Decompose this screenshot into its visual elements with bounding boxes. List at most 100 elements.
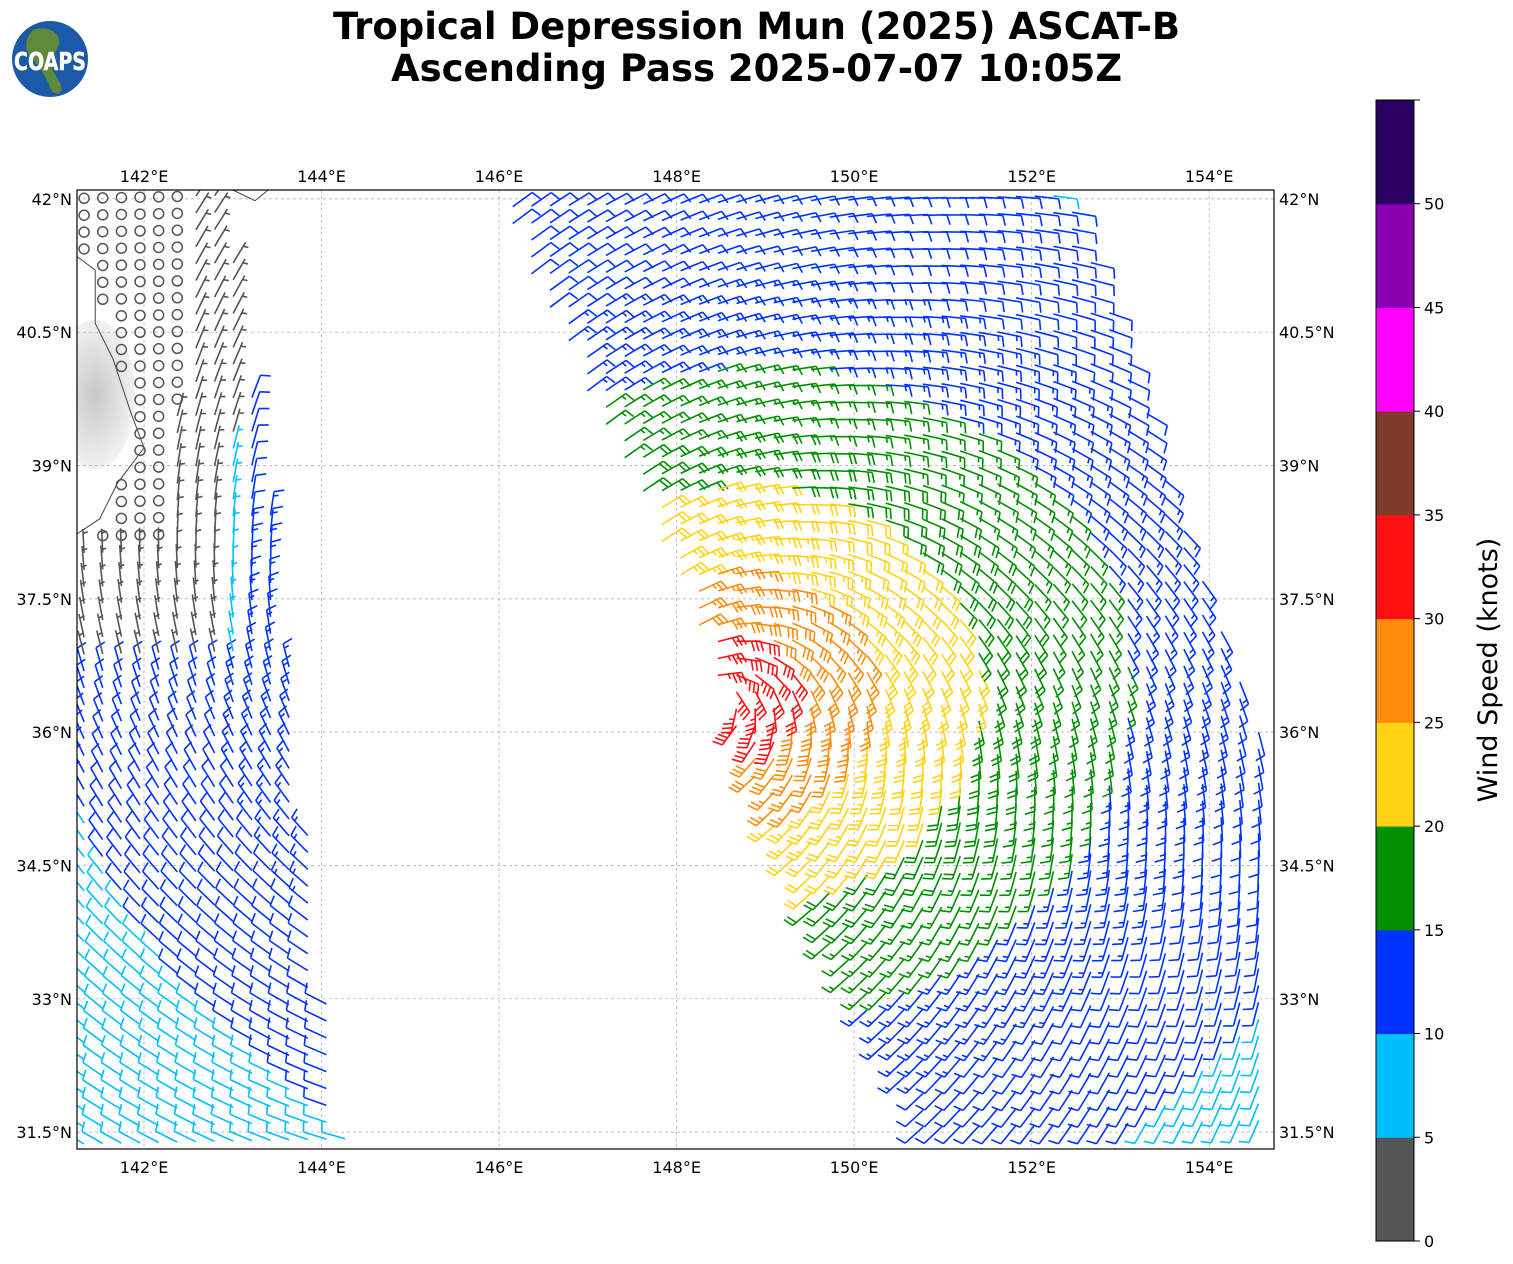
wind-barb [267,999,290,1023]
wind-barb [1090,971,1111,995]
wind-barb [680,277,711,289]
wind-barb [848,384,877,396]
calm-marker [134,191,146,203]
wind-barb [698,496,729,509]
wind-barb [941,197,970,209]
wind-barb [1055,904,1073,929]
wind-barb [1201,597,1217,627]
wind-barb [858,1026,887,1044]
wind-barb [251,878,272,905]
wind-barb [194,965,216,991]
wind-barb [1073,920,1092,946]
wind-barb [964,821,980,848]
wind-barb [829,520,856,536]
wind-barb [1220,648,1233,678]
wind-barb [996,618,1013,647]
wind-barb [1090,261,1116,279]
wind-barb [792,348,822,359]
wind-barb [82,1052,104,1077]
wind-barb [1015,922,1036,946]
wind-barb [941,264,969,277]
wind-barb [1108,481,1130,506]
wind-barb [866,570,890,592]
wind-barb [935,721,948,751]
wind-barb [1034,550,1054,577]
wind-barb [848,435,876,448]
lat-tick-label-left: 31.5°N [16,1123,72,1142]
calm-marker [134,292,146,305]
wind-barb [1034,347,1059,366]
wind-barb [642,394,673,408]
wind-barb [261,671,272,702]
calm-marker [134,242,146,254]
wind-barb [1183,581,1199,610]
wind-barb [1072,937,1092,962]
wind-barb [949,771,961,800]
wind-barb [1052,566,1072,594]
wind-barb [1052,955,1073,979]
wind-barb [1071,583,1089,612]
wind-barb [805,841,831,862]
calm-marker [134,495,146,507]
wind-barb [1224,968,1241,994]
wind-barb [759,724,775,751]
wind-barb [160,844,178,873]
wind-barb [624,376,654,391]
wind-barb [849,790,868,815]
wind-barb [810,297,841,309]
wind-barb [1077,853,1092,880]
wind-barb [1183,631,1197,662]
wind-barb [997,196,1025,209]
wind-barb [1053,296,1079,314]
wind-barb [680,244,711,255]
wind-barb [941,399,967,416]
wind-barb [1029,1090,1055,1112]
wind-barb [810,554,837,570]
wind-barb [177,913,197,940]
colorbar-bin [1376,514,1414,620]
wind-barb [1090,329,1115,349]
wind-barb [192,1086,215,1109]
wind-barb [1071,228,1098,245]
wind-barb [972,1074,999,1095]
wind-barb [1071,363,1096,384]
wind-barb [91,725,104,756]
wind-barb [766,808,794,828]
wind-barb [698,547,729,559]
wind-barb [997,398,1022,418]
wind-barb [862,705,874,736]
wind-barb [829,638,850,665]
wind-barb [980,855,999,880]
wind-barb [1053,313,1078,331]
wind-barb [939,906,961,930]
wind-barb [996,567,1017,595]
wind-barb [1071,346,1096,366]
wind-barb [829,435,858,447]
wind-barb [904,265,933,277]
wind-barb [1071,515,1092,542]
wind-barb [848,469,875,483]
calm-marker [152,478,165,490]
wind-barb [1015,415,1040,435]
wind-barb [866,553,891,574]
wind-barb [232,475,242,500]
wind-barb [285,999,309,1023]
wind-barb [959,636,976,665]
wind-barb [802,942,831,960]
wind-barb [568,242,598,257]
wind-barb [1164,1054,1185,1078]
wind-barb [1090,396,1114,419]
wind-barb [605,409,635,425]
wind-barb [866,452,894,467]
wind-barb [144,793,160,823]
wind-barb [1093,903,1111,929]
wind-barb [680,545,710,559]
wind-barb [941,315,969,329]
wind-barb [1152,868,1167,896]
wind-barb [810,229,841,240]
wind-barb [1126,1054,1148,1078]
wind-barb [1128,970,1148,995]
wind-barb [962,838,980,864]
wind-barb [1127,616,1142,646]
wind-barb [783,909,812,927]
